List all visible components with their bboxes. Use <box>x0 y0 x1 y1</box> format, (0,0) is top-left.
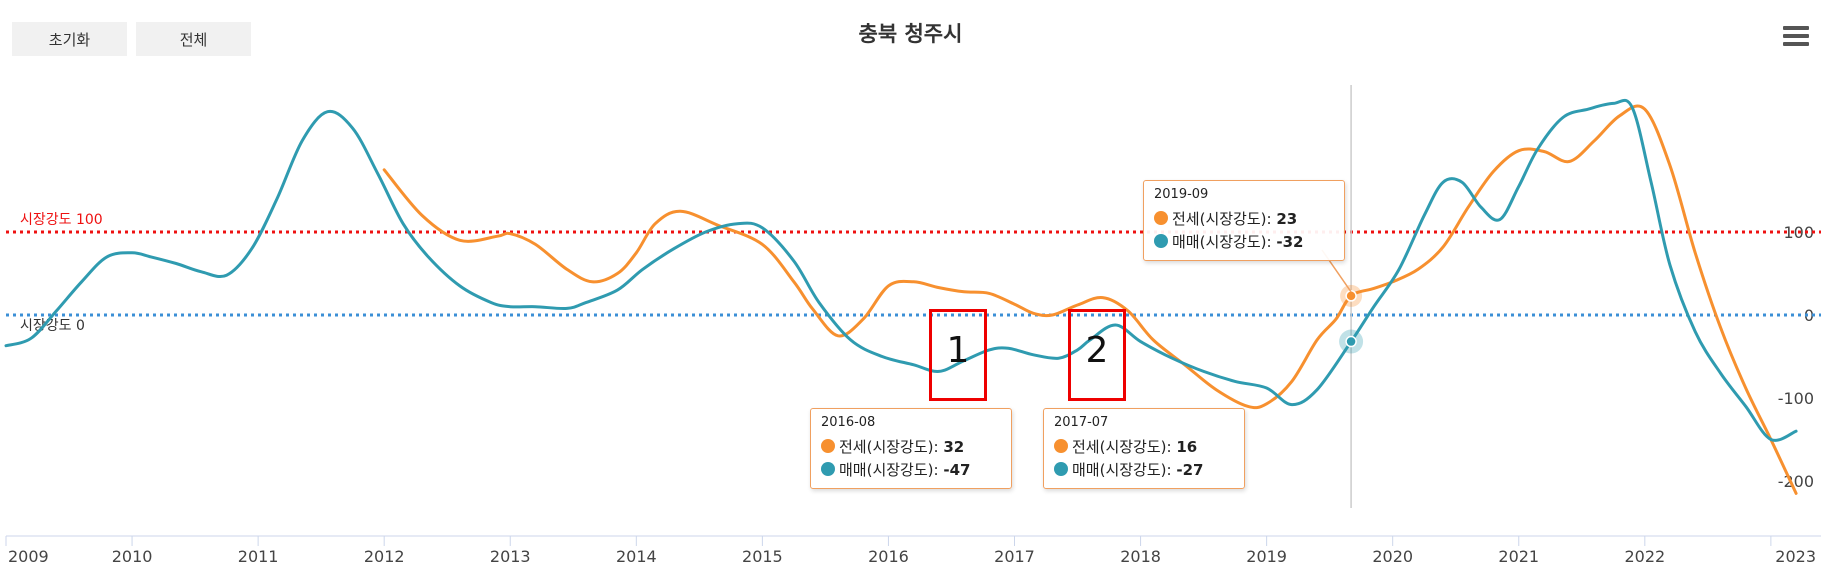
tooltip-value: -47 <box>943 461 971 479</box>
tooltip-date: 2016-08 <box>821 415 876 430</box>
x-tick-label: 2016 <box>868 547 909 566</box>
x-tick-label: 2021 <box>1498 547 1539 566</box>
jeonse-marker-icon <box>821 439 835 453</box>
maemae-marker-icon <box>821 462 835 476</box>
x-tick-label: 2022 <box>1624 547 1665 566</box>
tooltip-value: 23 <box>1276 210 1298 228</box>
tooltip-label: 전세(시장강도) <box>1172 210 1267 228</box>
tooltip-label: 전세(시장강도) <box>839 438 934 456</box>
x-tick-label: 2017 <box>994 547 1035 566</box>
hamburger-menu-icon[interactable] <box>1783 26 1809 48</box>
reference-line-label: 시장강도 100 <box>20 212 103 228</box>
x-tick-label: 2020 <box>1372 547 1413 566</box>
tooltip-label: 매매(시장강도) <box>839 461 934 479</box>
x-tick-label: 2013 <box>490 547 531 566</box>
reset-button[interactable]: 초기화 <box>12 22 127 56</box>
tooltip-label: 전세(시장강도) <box>1072 438 1167 456</box>
y-tick-label: -200 <box>1778 472 1814 491</box>
jeonse-series-line <box>382 104 1798 495</box>
x-tick-label: 2010 <box>112 547 153 566</box>
x-tick-label: 2015 <box>742 547 783 566</box>
jeonse-marker-icon <box>1054 439 1068 453</box>
y-tick-label: 0 <box>1804 306 1814 325</box>
x-tick-label: 2018 <box>1120 547 1161 566</box>
x-tick-label: 2009 <box>8 547 49 566</box>
jeonse-marker-icon <box>1154 211 1168 225</box>
x-tick-label: 2014 <box>616 547 657 566</box>
x-tick-label: 2023 <box>1775 547 1816 566</box>
tooltip-value: -27 <box>1176 461 1204 479</box>
view-all-button[interactable]: 전체 <box>136 22 251 56</box>
reference-line-label: 시장강도 0 <box>20 318 85 334</box>
annotation-box-1: 1 <box>929 309 987 401</box>
x-tick-label: 2019 <box>1246 547 1287 566</box>
annotation-label: 2 <box>1085 330 1109 371</box>
tooltip-date: 2017-07 <box>1054 415 1109 430</box>
tooltip-value: 32 <box>943 438 965 456</box>
tooltip-value: -32 <box>1276 233 1304 251</box>
maemae-marker-icon <box>1054 462 1068 476</box>
chart-title: 충북 청주시 <box>858 22 963 46</box>
tooltip-2016-08: 2016-08 전세(시장강도): 32 매매(시장강도): -47 <box>810 408 1012 489</box>
annotation-label: 1 <box>946 330 970 371</box>
maemae-series-line <box>4 98 1798 442</box>
tooltip-label: 매매(시장강도) <box>1172 233 1267 251</box>
tooltip-2017-07: 2017-07 전세(시장강도): 16 매매(시장강도): -27 <box>1043 408 1245 489</box>
y-tick-label: -100 <box>1778 389 1814 408</box>
tooltip-2019-09: 2019-09 전세(시장강도): 23 매매(시장강도): -32 <box>1143 180 1345 261</box>
x-tick-label: 2012 <box>364 547 405 566</box>
tooltip-value: 16 <box>1176 438 1198 456</box>
maemae-hover-point <box>1345 335 1357 348</box>
tooltip-date: 2019-09 <box>1154 187 1209 202</box>
maemae-marker-icon <box>1154 234 1168 248</box>
jeonse-hover-point <box>1345 290 1357 302</box>
tooltip-label: 매매(시장강도) <box>1072 461 1167 479</box>
x-tick-label: 2011 <box>238 547 279 566</box>
annotation-box-2: 2 <box>1068 309 1126 401</box>
